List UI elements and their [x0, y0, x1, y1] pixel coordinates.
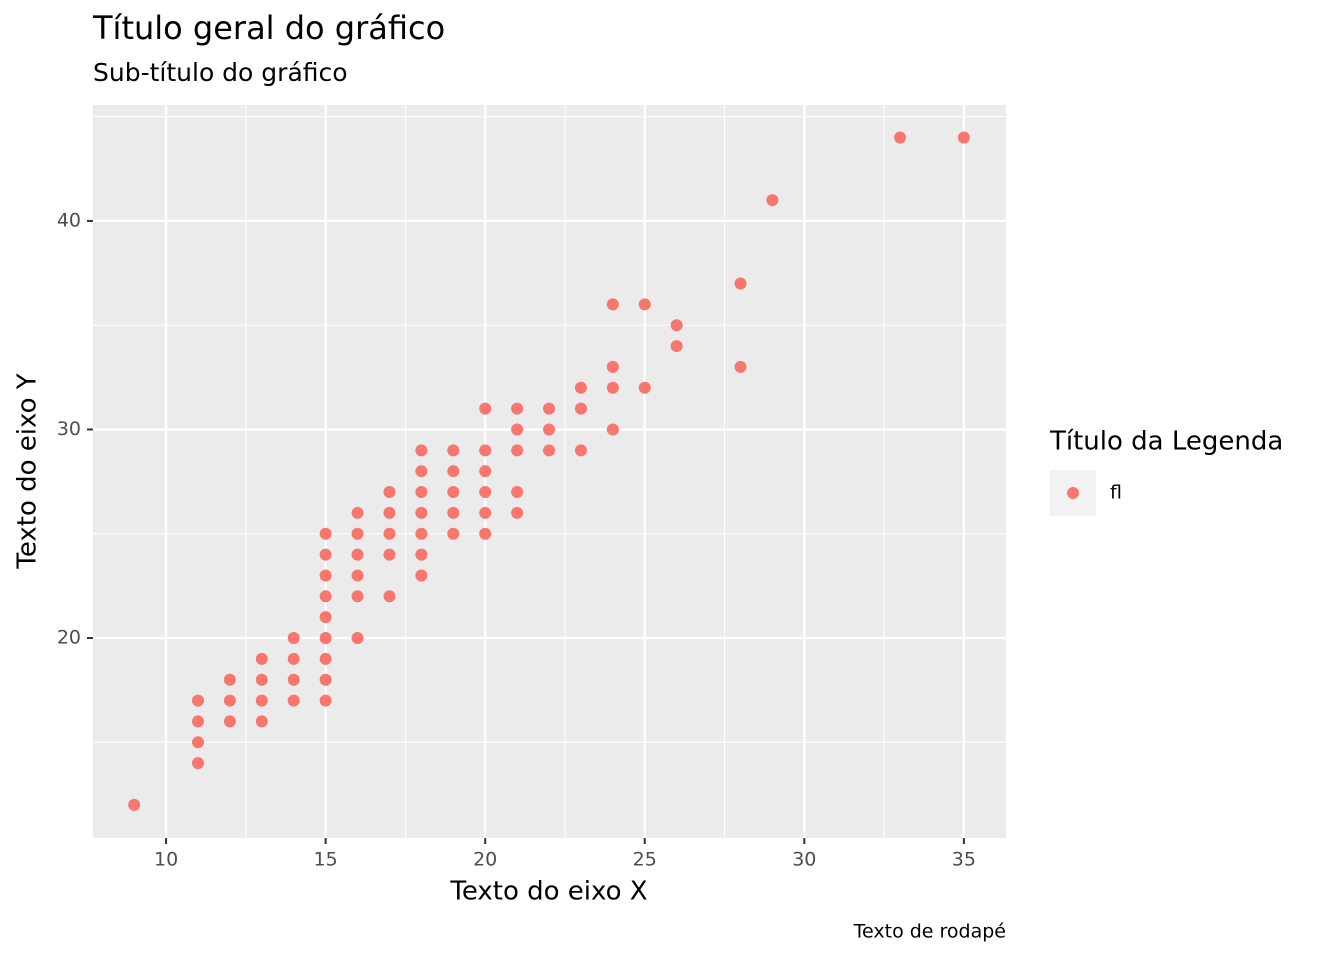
point	[479, 402, 492, 415]
point	[511, 444, 524, 457]
point	[351, 632, 364, 645]
point	[511, 423, 524, 436]
point	[543, 402, 556, 415]
panel	[93, 105, 1006, 838]
point	[351, 569, 364, 582]
point	[255, 652, 268, 665]
point	[191, 736, 204, 749]
point	[287, 632, 300, 645]
caption: Texto de rodapé	[853, 921, 1006, 943]
point	[191, 757, 204, 770]
point	[479, 465, 492, 478]
point	[128, 798, 141, 811]
point	[574, 402, 587, 415]
point	[319, 632, 332, 645]
point	[287, 652, 300, 665]
point	[670, 340, 683, 353]
x-tick-label: 10	[154, 849, 178, 871]
x-tick-label: 35	[952, 849, 976, 871]
y-tick-label: 30	[57, 418, 81, 440]
point	[223, 715, 236, 728]
point	[638, 381, 651, 394]
point	[511, 402, 524, 415]
point	[574, 444, 587, 457]
point	[957, 131, 970, 144]
point	[319, 652, 332, 665]
point	[415, 548, 428, 561]
point	[734, 360, 747, 373]
point	[447, 486, 460, 499]
point	[606, 423, 619, 436]
point	[319, 673, 332, 686]
point	[670, 319, 683, 332]
point	[606, 360, 619, 373]
point	[223, 673, 236, 686]
point	[734, 277, 747, 290]
x-tick-label: 20	[473, 849, 497, 871]
point	[479, 527, 492, 540]
point	[479, 486, 492, 499]
y-tick-label: 40	[57, 209, 81, 231]
x-tick-label: 15	[314, 849, 338, 871]
point	[191, 694, 204, 707]
chart-subtitle: Sub-título do gráfico	[93, 58, 348, 87]
point	[351, 590, 364, 603]
point	[319, 548, 332, 561]
point	[383, 548, 396, 561]
y-axis-title: Texto do eixo Y	[13, 373, 43, 569]
point	[415, 569, 428, 582]
point	[415, 506, 428, 519]
point	[287, 673, 300, 686]
point	[319, 527, 332, 540]
point	[383, 506, 396, 519]
point	[351, 548, 364, 561]
point	[606, 381, 619, 394]
point	[319, 569, 332, 582]
point	[479, 444, 492, 457]
point	[447, 444, 460, 457]
point	[383, 527, 396, 540]
point	[415, 465, 428, 478]
point	[543, 444, 556, 457]
point	[415, 527, 428, 540]
point	[894, 131, 907, 144]
x-tick-label: 30	[792, 849, 816, 871]
chart-title: Título geral do gráfico	[92, 9, 445, 47]
point	[415, 486, 428, 499]
point	[447, 527, 460, 540]
point	[447, 465, 460, 478]
point	[415, 444, 428, 457]
legend-label: fl	[1110, 482, 1122, 504]
legend-title: Título da Legenda	[1049, 427, 1283, 457]
point	[479, 506, 492, 519]
point	[319, 694, 332, 707]
point	[766, 194, 779, 207]
point	[319, 590, 332, 603]
point	[383, 486, 396, 499]
point	[606, 298, 619, 311]
point	[543, 423, 556, 436]
point	[223, 694, 236, 707]
point	[191, 715, 204, 728]
point	[255, 673, 268, 686]
point	[447, 506, 460, 519]
legend-marker	[1067, 487, 1079, 499]
point	[574, 381, 587, 394]
point	[255, 715, 268, 728]
x-axis-title: Texto do eixo X	[449, 877, 647, 907]
point	[638, 298, 651, 311]
x-tick-label: 25	[633, 849, 657, 871]
point	[287, 694, 300, 707]
y-tick-label: 20	[57, 627, 81, 649]
point	[511, 506, 524, 519]
point	[511, 486, 524, 499]
point	[255, 694, 268, 707]
point	[383, 590, 396, 603]
point	[351, 506, 364, 519]
point	[351, 527, 364, 540]
point	[319, 611, 332, 624]
